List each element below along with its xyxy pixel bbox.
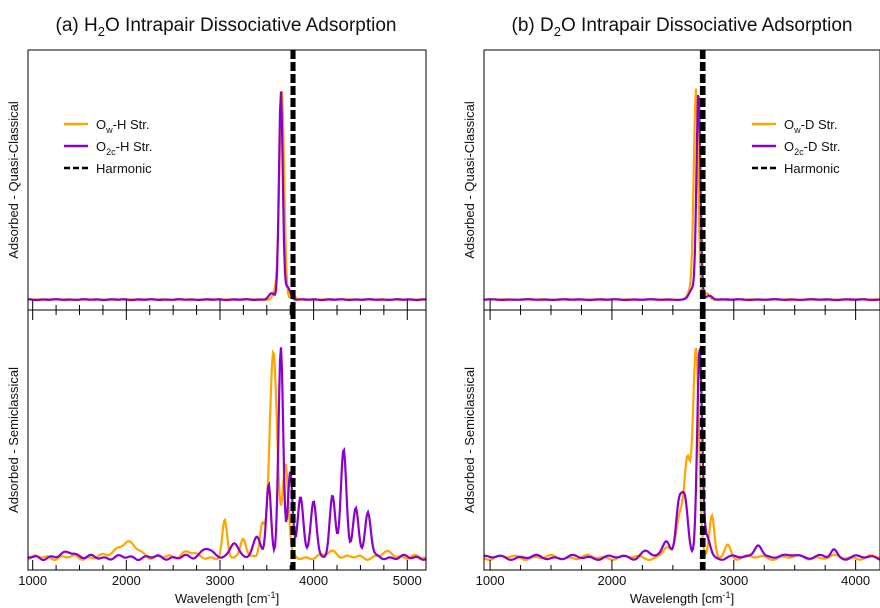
y-axis-label: Adsorbed - Semiclassical (462, 367, 477, 513)
text-part: -H Str. (113, 117, 150, 132)
text-part: O (784, 117, 794, 132)
text-part: Harmonic (96, 161, 152, 176)
chart-title: (b) D2O Intrapair Dissociative Adsorptio… (512, 15, 853, 39)
chart-panel-a: (a) H2O Intrapair Dissociative Adsorptio… (6, 15, 427, 606)
y-axis-label: Adsorbed - Quasi-Classical (6, 101, 21, 259)
plot-area (484, 50, 880, 310)
x-axis-label: Wavelength [cm-1] (630, 590, 734, 606)
text-part: -1 (723, 590, 731, 600)
text-part: ] (276, 591, 280, 606)
chart-panel-b: (b) D2O Intrapair Dissociative Adsorptio… (462, 15, 880, 606)
series-line-o2c (28, 347, 426, 562)
x-tick-label: 3000 (719, 573, 748, 588)
subplot-bottom: Adsorbed - Semiclassical (462, 309, 880, 571)
axes-frame (483, 49, 880, 311)
x-tick-label: 5000 (393, 573, 422, 588)
legend: Ow-H Str.O2c-H Str.Harmonic (64, 117, 152, 176)
subplot-top: Adsorbed - Quasi-Classical (6, 49, 427, 311)
series-line-o2c (28, 91, 426, 302)
axes-frame (27, 309, 427, 571)
text-part: O Intrapair Dissociative Adsorption (105, 15, 396, 36)
y-axis-label: Adsorbed - Semiclassical (6, 367, 21, 513)
text-part: O (784, 139, 794, 154)
text-part: Wavelength [cm (175, 591, 268, 606)
text-part: -H Str. (116, 139, 153, 154)
text-part: -1 (268, 590, 276, 600)
x-tick-label: 2000 (597, 573, 626, 588)
text-part: O Intrapair Dissociative Adsorption (561, 15, 852, 36)
text-part: -D Str. (804, 139, 841, 154)
subplot-bottom: Adsorbed - Semiclassical (6, 309, 427, 571)
x-tick-label: 4000 (299, 573, 328, 588)
text-part: 2c (106, 147, 116, 157)
series-line-ow (484, 347, 880, 562)
text-part: O (96, 117, 106, 132)
plot-area (28, 50, 426, 310)
text-part: w (793, 125, 801, 135)
text-part: (a) H (56, 15, 98, 36)
x-axis-label: Wavelength [cm-1] (175, 590, 279, 606)
series-line-ow (28, 348, 426, 562)
plot-area (484, 310, 880, 570)
text-part: w (105, 125, 113, 135)
series-line-ow (28, 90, 426, 302)
text-part: ] (731, 591, 735, 606)
x-tick-label: 3000 (206, 573, 235, 588)
series-line-o2c (484, 348, 880, 562)
subplot-top: Adsorbed - Quasi-Classical (462, 49, 880, 311)
x-tick-label: 1000 (476, 573, 505, 588)
legend-label: Ow-D Str. (784, 117, 837, 135)
legend-label: O2c-H Str. (96, 139, 152, 157)
series-line-o2c (484, 94, 880, 302)
axes-frame (27, 49, 427, 311)
y-axis-label: Adsorbed - Quasi-Classical (462, 101, 477, 259)
x-tick-label: 2000 (112, 573, 141, 588)
x-tick-label: 4000 (841, 573, 870, 588)
legend-label: Harmonic (784, 161, 840, 176)
text-part: 2 (554, 24, 561, 39)
text-part: O (96, 139, 106, 154)
legend-label: Ow-H Str. (96, 117, 149, 135)
legend: Ow-D Str.O2c-D Str.Harmonic (752, 117, 840, 176)
text-part: Wavelength [cm (630, 591, 723, 606)
x-tick-label: 1000 (18, 573, 47, 588)
legend-label: Harmonic (96, 161, 152, 176)
legend-label: O2c-D Str. (784, 139, 840, 157)
text-part: 2 (98, 24, 105, 39)
plot-area (28, 310, 426, 570)
chart-title: (a) H2O Intrapair Dissociative Adsorptio… (56, 15, 397, 39)
text-part: -D Str. (801, 117, 838, 132)
text-part: Harmonic (784, 161, 840, 176)
text-part: 2c (794, 147, 804, 157)
text-part: (b) D (512, 15, 554, 36)
axes-frame (483, 309, 880, 571)
